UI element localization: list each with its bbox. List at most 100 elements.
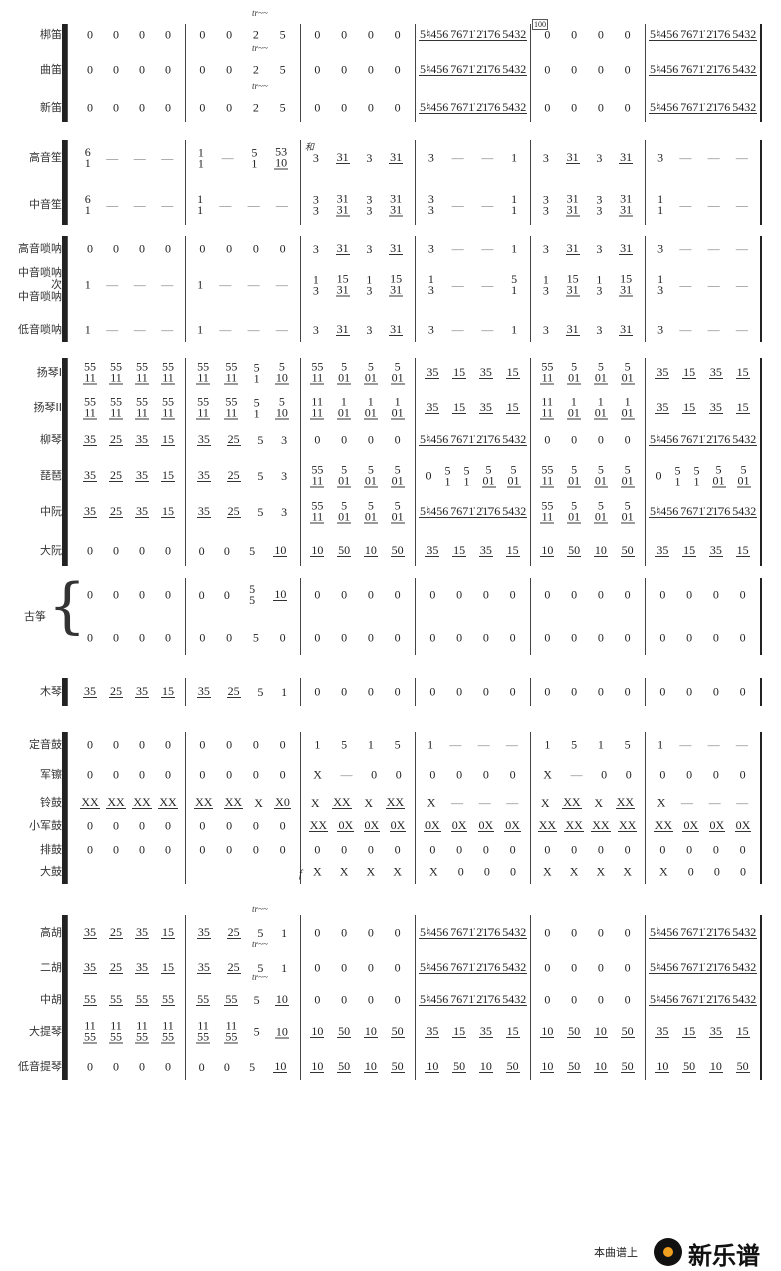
note: X xyxy=(659,864,668,879)
note: 3 xyxy=(427,241,434,256)
note: 15 xyxy=(682,365,697,379)
note: 0 xyxy=(139,27,145,42)
note: X xyxy=(543,767,552,782)
note: 35 xyxy=(83,960,97,974)
note: 5 xyxy=(252,630,259,645)
note: 1 3 xyxy=(312,272,319,297)
note: 0 xyxy=(739,630,746,645)
note: 10 xyxy=(274,992,289,1006)
staff-bracket xyxy=(62,358,68,566)
note: 0 xyxy=(279,737,286,752)
note: 3 3 xyxy=(542,192,549,217)
barline xyxy=(760,236,762,342)
sustain-dash: — xyxy=(735,277,748,292)
note: 0 xyxy=(252,241,259,256)
note: 0 xyxy=(341,960,348,975)
measure: 0 5 1 5 1 5 01 5 01 xyxy=(419,464,526,488)
note: 0 xyxy=(199,27,206,42)
note: 0 xyxy=(624,62,631,77)
barline xyxy=(530,358,531,566)
measure: 35 25 5 1 xyxy=(189,685,296,698)
measure: 0 0 5 5 10 xyxy=(189,583,296,606)
staff-label: 柳琴 xyxy=(40,433,62,446)
measure: 0 0 0 0 xyxy=(189,241,296,256)
measure: 0 0 0 0 xyxy=(77,820,181,832)
barline xyxy=(645,24,646,122)
note: 10 xyxy=(425,1059,440,1073)
note: 0 xyxy=(597,587,604,602)
staff-label: 中音笙 xyxy=(29,198,62,211)
measure: 35 15 35 15 xyxy=(649,544,756,557)
note: 0 xyxy=(139,241,145,256)
note: 0 xyxy=(87,630,93,645)
measure: 35 25 35 15 xyxy=(77,960,181,974)
note: 0 xyxy=(625,767,632,782)
measure: 5♮456 7671̇ 2̇1̇76 5432 xyxy=(649,27,758,41)
sustain-dash: — xyxy=(451,150,464,165)
note: 0 xyxy=(712,842,719,857)
note: 7671̇ xyxy=(679,432,706,446)
note: 5 xyxy=(249,1059,256,1074)
note: 10 xyxy=(363,1024,378,1038)
note: 10 xyxy=(593,1059,608,1073)
note: 31 31 xyxy=(335,191,350,217)
brace-古筝: { xyxy=(48,571,87,641)
measure: XX 0X 0X 0X xyxy=(649,819,756,832)
note: 0 xyxy=(87,241,93,256)
note: 0 xyxy=(199,842,206,857)
note: 0 xyxy=(482,684,489,699)
measure: 10 50 10 50 xyxy=(419,1059,526,1073)
note: 0 xyxy=(165,100,171,115)
note: 1 1 xyxy=(511,192,518,217)
barline xyxy=(300,678,301,706)
note: 0 xyxy=(482,842,489,857)
measure: 0 0 0 0 xyxy=(534,927,641,939)
note: 25 xyxy=(109,960,123,974)
note: 11 55 xyxy=(109,1018,123,1044)
trill-mark: tr~~ xyxy=(252,81,268,91)
note: 0 xyxy=(367,960,374,975)
note: 5432 xyxy=(731,27,758,41)
note: 5 xyxy=(257,468,264,483)
measure: 0 0 0 0 xyxy=(649,842,756,857)
barline xyxy=(760,24,762,122)
chord-mark: 和 xyxy=(305,142,315,152)
note: 35 xyxy=(196,432,211,446)
note: 0 xyxy=(113,737,119,752)
staff-label: 二胡 xyxy=(40,961,62,974)
note: 10 xyxy=(708,1059,723,1073)
note: XX xyxy=(132,795,152,809)
note: 0 xyxy=(113,543,119,558)
note: X xyxy=(313,864,322,879)
note: 31 xyxy=(335,322,350,336)
note: 5 01 xyxy=(567,359,582,385)
measure: 5♮456 7671̇ 2̇1̇76 5432 xyxy=(419,101,528,114)
measure: 55 55 55 55 xyxy=(77,993,181,1006)
note: 1 01 xyxy=(390,394,405,420)
note: 1 xyxy=(511,150,518,165)
note: 0 xyxy=(544,842,551,857)
note: 0X xyxy=(450,818,468,832)
note: 0 xyxy=(597,842,604,857)
measure: 3 3 — — 1 1 xyxy=(419,192,526,217)
measure: 5♮456 7671̇ 2̇1̇76 5432 xyxy=(419,504,528,518)
note: 0 xyxy=(571,587,578,602)
note: 0 xyxy=(686,767,693,782)
note: 50 xyxy=(337,1059,352,1073)
note: 0 xyxy=(87,62,93,77)
note: 7671̇ xyxy=(449,504,476,518)
sustain-dash: — xyxy=(679,737,692,752)
note: 5 01 xyxy=(390,359,405,385)
note: 5432 xyxy=(731,925,758,939)
note: X xyxy=(339,864,349,879)
sustain-dash: — xyxy=(481,197,494,212)
note: 0 xyxy=(394,62,401,77)
note: 3 xyxy=(596,150,603,165)
note: 0 xyxy=(223,1059,230,1074)
note: 0 xyxy=(314,630,321,645)
note: 0 xyxy=(367,992,374,1007)
note: 5432 xyxy=(501,27,528,41)
note: XX xyxy=(385,795,406,809)
sustain-dash: — xyxy=(133,150,146,165)
note: 0 xyxy=(165,1059,171,1074)
